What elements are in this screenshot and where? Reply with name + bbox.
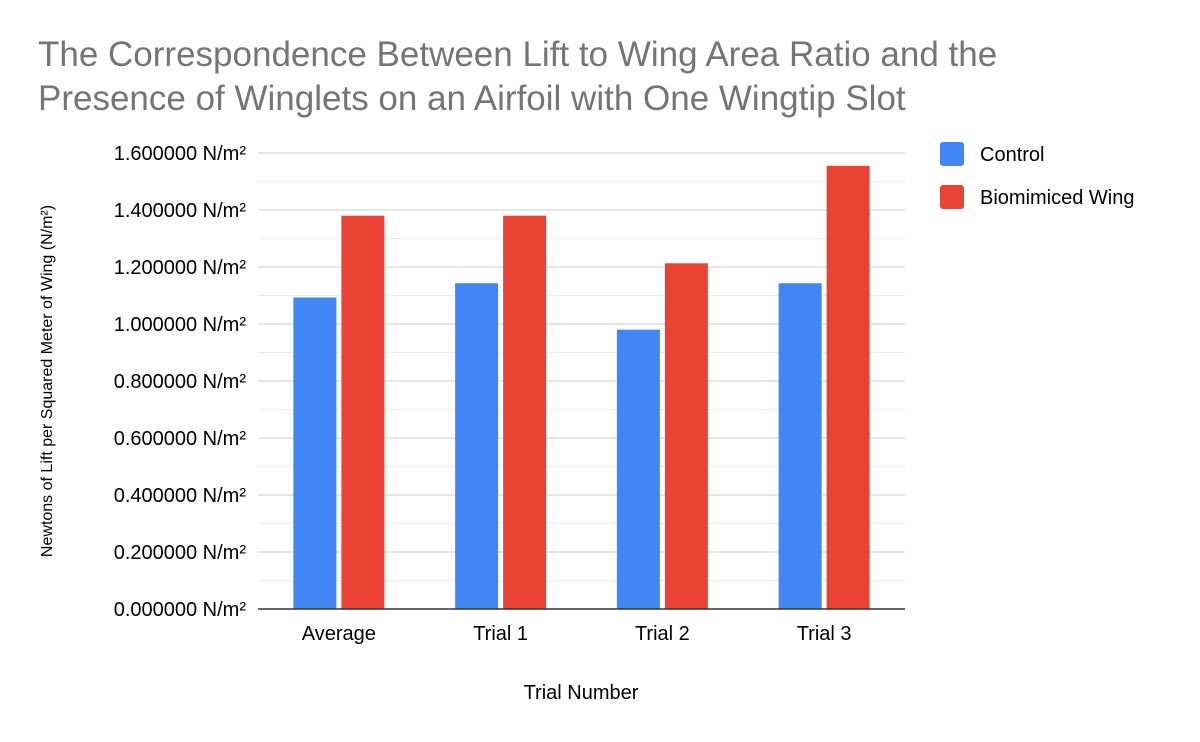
chart-title-line-2: Presence of Winglets on an Airfoil with … (38, 79, 906, 118)
bar-biomimiced-wing (826, 165, 870, 609)
legend-label: Control (980, 144, 1044, 166)
y-tick-label: 1.400000 N/m² (114, 200, 247, 222)
y-tick-label: 1.200000 N/m² (114, 257, 247, 279)
legend-swatch (940, 185, 964, 209)
x-tick-label: Trial 3 (797, 623, 852, 645)
y-tick-label: 1.000000 N/m² (114, 314, 247, 336)
bar-biomimiced-wing (664, 263, 708, 609)
y-tick-label: 0.600000 N/m² (114, 428, 247, 450)
y-axis-title: Newtons of Lift per Squared Meter of Win… (39, 205, 56, 557)
chart-title-line-1: The Correspondence Between Lift to Wing … (38, 35, 997, 74)
y-tick-label: 0.000000 N/m² (114, 599, 247, 621)
bars (293, 165, 870, 609)
legend: Control Biomimiced Wing (940, 142, 1134, 209)
bar-control (616, 329, 660, 609)
y-tick-label: 0.400000 N/m² (114, 485, 247, 507)
y-tick-label: 1.600000 N/m² (114, 143, 247, 165)
bar-control (455, 283, 499, 609)
legend-label: Biomimiced Wing (980, 187, 1134, 209)
x-tick-label: Average (302, 623, 376, 645)
bar-control (778, 283, 822, 609)
bar-biomimiced-wing (503, 215, 547, 609)
y-tick-label: 0.200000 N/m² (114, 542, 247, 564)
y-axis-ticks: 0.000000 N/m² 0.200000 N/m² 0.400000 N/m² 0… (114, 143, 247, 621)
x-axis-ticks: Average Trial 1 Trial 2 Trial 3 (302, 623, 852, 645)
legend-swatch (940, 142, 964, 166)
bar-control (293, 297, 337, 609)
bar-biomimiced-wing (341, 215, 385, 609)
x-tick-label: Trial 1 (473, 623, 528, 645)
x-tick-label: Trial 2 (635, 623, 690, 645)
x-axis-title: Trial Number (524, 682, 639, 704)
y-tick-label: 0.800000 N/m² (114, 371, 247, 393)
